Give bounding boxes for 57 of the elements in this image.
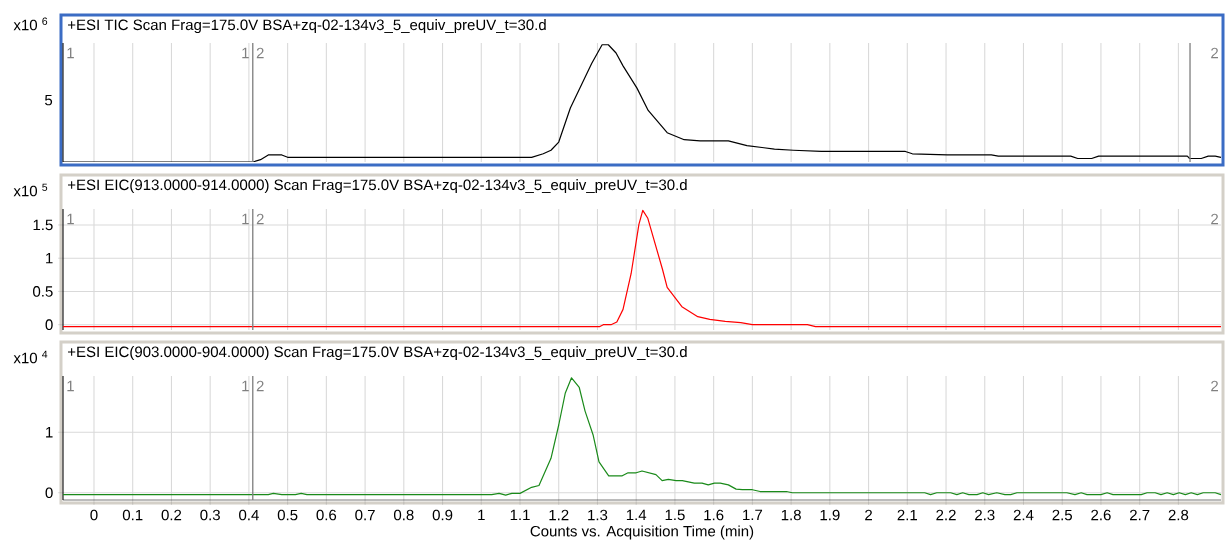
line-series [63, 377, 1222, 496]
x-tick-label: 0.3 [200, 509, 220, 521]
annotation: 1 [67, 47, 74, 59]
x-tick-label: 2.4 [1013, 509, 1034, 521]
annotation: 1 [242, 380, 249, 392]
annotation: 2 [1211, 380, 1218, 392]
annotation: 1 [67, 213, 74, 225]
x-tick-label: 1.3 [588, 509, 608, 521]
x-tick-label: 2.2 [936, 509, 956, 521]
annotation: 2 [1211, 213, 1218, 225]
x-tick-label: 1.2 [549, 509, 569, 521]
annotation: 2 [256, 213, 264, 225]
annotation: 2 [256, 47, 264, 59]
x-tick-label: 2.5 [1052, 509, 1073, 521]
x-tick-label: 0.4 [239, 509, 259, 521]
x-tick-label: 1.5 [665, 509, 685, 521]
x-tick-label: 2.8 [1168, 509, 1189, 521]
x-axis-title: Counts vs. Acquisition Time (min) [530, 525, 754, 540]
x-tick-label: 0.6 [316, 509, 337, 521]
annotation: 2 [256, 380, 264, 392]
annotation: 1 [67, 380, 74, 392]
x-tick-label: 1.1 [510, 509, 530, 521]
y-axis-title: x10 $^{4}$ [13, 350, 48, 364]
x-tick-label: 1 [478, 509, 485, 521]
y-axis-title: x10 $^{5}$ [13, 183, 48, 197]
x-tick-label: 2.1 [897, 509, 917, 521]
y-axis-title: x10 $^{6}$ [13, 17, 48, 31]
annotation: 2 [1211, 47, 1218, 59]
y-tick-label: 0 [45, 487, 53, 499]
x-tick-label: 1.8 [781, 509, 801, 521]
line-series [63, 209, 1222, 328]
x-tick-label: 2.7 [1130, 509, 1150, 521]
x-tick-label: 1.4 [626, 509, 647, 521]
annotation: 1 [242, 47, 249, 59]
chart-title: +ESI TIC Scan Frag=175.0V BSA+zq-02-134v3_5_equiv_preUV_t=30.d [68, 19, 546, 34]
x-tick-label: 2 [865, 509, 872, 521]
text: 5 [45, 94, 53, 106]
y-tick-label: 1.5 [33, 219, 53, 231]
x-tick-label: 0.7 [355, 509, 375, 521]
x-tick-label: 2.3 [975, 509, 995, 521]
x-tick-label: 2.6 [1091, 509, 1111, 521]
x-tick-label: 0.8 [393, 509, 414, 521]
y-tick-label: 1 [46, 253, 53, 264]
chart-title: +ESI EIC(913.0000-914.0000) Scan Frag=175.0V BSA+zq-02-134v3_5_equiv_preUV_t=30.d [68, 179, 687, 194]
x-tick-label: 0.9 [432, 509, 453, 521]
y-tick-label: 0 [45, 319, 53, 330]
chart-title: +ESI EIC(903.0000-904.0000) Scan Frag=175.0V BSA+zq-02-134v3_5_equiv_preUV_t=30.d [68, 346, 687, 361]
x-tick-label: 0.1 [122, 509, 143, 521]
y-tick-label: 1 [46, 427, 53, 438]
annotation: 1 [242, 213, 249, 225]
x-tick-label: 0 [90, 509, 98, 521]
x-tick-label: 1.9 [820, 509, 840, 521]
x-tick-label: 1.6 [704, 509, 724, 521]
y-tick-label: 0.5 [33, 286, 53, 297]
x-tick-label: 0.5 [277, 509, 298, 521]
x-tick-label: 1.7 [743, 509, 763, 521]
x-tick-label: 0.2 [161, 509, 182, 521]
